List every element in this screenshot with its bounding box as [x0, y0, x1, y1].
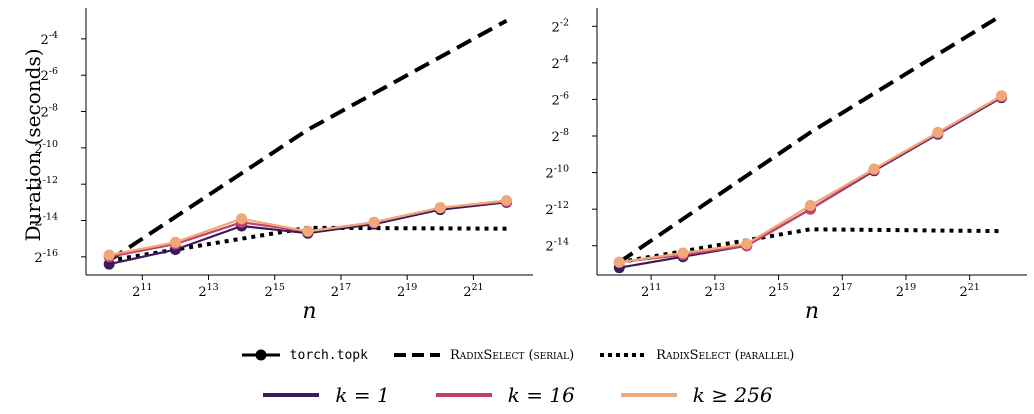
legend-swatch-k16: [435, 393, 492, 397]
x-tick-label: 219: [896, 282, 916, 300]
legend-item-radix-serial: RadixSelect (serial): [392, 348, 574, 363]
x-tick-label: 217: [331, 282, 351, 300]
y-tick-label: 2-12: [545, 200, 569, 218]
y-tick-label: 2-4: [551, 54, 569, 72]
legend-dashed-line-icon: [393, 353, 440, 357]
data-point-k256: [996, 90, 1008, 102]
x-tick-label: 217: [832, 282, 852, 300]
data-point-k256: [677, 247, 689, 259]
series-line-k1: [619, 96, 1003, 269]
x-tick-label: 211: [132, 282, 152, 300]
legend-label-k16: k = 16: [507, 383, 575, 407]
data-point-k256: [302, 225, 314, 237]
data-point-k256: [368, 216, 380, 228]
figure: 211 213 215 217 219 221 2-16 2-14 2-12 2-10 2-8 2-6…: [21, 8, 1027, 324]
x-tick-label: 213: [198, 282, 218, 300]
data-point-k256: [804, 200, 816, 212]
x-tick-label: 211: [641, 282, 661, 300]
y-axis-label: Duration (seconds): [21, 48, 45, 241]
x-tick-label: 215: [768, 282, 788, 300]
legend-label-k1: k = 1: [335, 383, 390, 407]
legend-swatch-k1: [263, 393, 320, 397]
right-panel: 211 213 215 217 219 221 2-14 2-12 2-10 2-8 2-6 2-4 2…: [545, 8, 1027, 324]
x-axis-label: n: [805, 299, 819, 324]
legend-item-k1: k = 1: [261, 383, 390, 407]
legend-label-radix-parallel: RadixSelect (parallel): [656, 347, 795, 363]
data-point-k256: [501, 195, 513, 207]
y-tick-label: 2-8: [551, 127, 569, 145]
legend-style-row: torch.topk RadixSelect (serial) RadixSel…: [0, 340, 1034, 370]
data-point-k256: [613, 256, 625, 268]
y-tick-label: 2-2: [551, 17, 569, 35]
y-tick-label: 2-4: [40, 30, 58, 48]
data-point-k256: [741, 238, 753, 250]
data-point-k256: [434, 202, 446, 214]
data-point-k256: [169, 236, 181, 248]
x-tick-label: 213: [705, 282, 725, 300]
legend-label-k256: k ≥ 256: [692, 383, 773, 407]
series-line-radixselect-serial: [108, 18, 508, 263]
legend-color-row: k = 1 k = 16 k ≥ 256: [0, 378, 1034, 412]
legend-swatch-k256: [620, 393, 677, 397]
data-point-k256: [236, 213, 248, 225]
x-tick-label: 221: [463, 282, 483, 300]
legend-label-radix-serial: RadixSelect (serial): [449, 347, 575, 363]
x-tick-label: 221: [959, 282, 979, 300]
legend-item-k256: k ≥ 256: [619, 383, 773, 407]
series-line-radixselect-serial: [618, 13, 1003, 264]
legend-item-k16: k = 16: [434, 383, 575, 407]
legend-item-radix-parallel: RadixSelect (parallel): [598, 348, 794, 363]
data-point-k256: [103, 249, 115, 261]
legend-label-torch-topk: torch.topk: [289, 347, 368, 363]
x-tick-label: 219: [397, 282, 417, 300]
data-point-k256: [932, 126, 944, 138]
y-tick-label: 2-16: [34, 248, 58, 266]
y-tick-label: 2-14: [545, 237, 569, 255]
x-axis-label: n: [302, 299, 316, 324]
legend-marker-line-icon: [241, 349, 280, 361]
series-line-k16: [619, 95, 1003, 264]
data-point-k256: [868, 163, 880, 175]
x-tick-label: 215: [265, 282, 285, 300]
series-line-k256: [619, 94, 1003, 264]
legend-dotted-line-icon: [600, 353, 647, 357]
left-panel: 211 213 215 217 219 2212-162-142-122-102-82-6…: [34, 8, 533, 324]
y-tick-label: 2-6: [551, 90, 569, 108]
y-tick-label: 2-10: [545, 164, 569, 182]
legend-item-torch-topk: torch.topk: [240, 348, 368, 363]
